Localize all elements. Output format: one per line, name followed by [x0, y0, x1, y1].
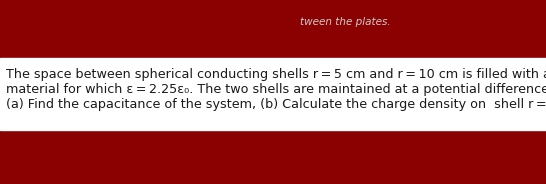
Bar [0, 58, 546, 130]
Text: tween the plates.: tween the plates. [300, 17, 390, 27]
Text: (a) Find the capacitance of the system, (b) Calculate the charge density on  she: (a) Find the capacitance of the system, … [6, 98, 546, 111]
Text: The space between spherical conducting shells r = 5 cm and r = 10 cm is filled w: The space between spherical conducting s… [6, 68, 546, 81]
Text: material for which ε = 2.25ε₀. The two shells are maintained at a potential diff: material for which ε = 2.25ε₀. The two s… [6, 83, 546, 96]
